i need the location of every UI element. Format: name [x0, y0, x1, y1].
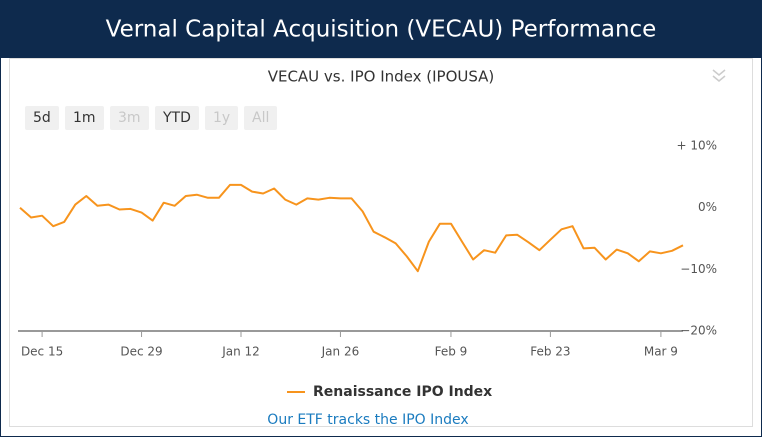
x-tick-label: Feb 9: [435, 345, 468, 359]
range-button[interactable]: 5d: [25, 106, 59, 130]
x-tick-label: Jan 26: [321, 345, 360, 359]
footer-link[interactable]: Our ETF tracks the IPO Index: [267, 412, 468, 428]
y-tick-label: −10%: [680, 262, 717, 276]
header-bar: [0, 0, 762, 58]
menu-icon[interactable]: [712, 69, 726, 82]
range-button: 3m: [110, 106, 149, 130]
x-tick-label: Feb 23: [530, 345, 570, 359]
x-tick-label: Dec 29: [120, 345, 162, 359]
range-button: All: [244, 106, 278, 130]
y-tick-label: + 10%: [676, 139, 717, 153]
chart-title: VECAU vs. IPO Index (IPOUSA): [268, 68, 495, 86]
y-tick-label: −20%: [680, 324, 717, 338]
range-button[interactable]: YTD: [155, 106, 199, 130]
series-line: [19, 183, 684, 273]
chart-frame: [9, 58, 753, 427]
range-button[interactable]: 1m: [65, 106, 104, 130]
x-tick-label: Dec 15: [21, 345, 63, 359]
header-title: Vernal Capital Acquisition (VECAU) Perfo…: [106, 17, 657, 43]
legend-label: Renaissance IPO Index: [313, 384, 492, 400]
x-tick-label: Jan 12: [221, 345, 260, 359]
range-button: 1y: [205, 106, 239, 130]
x-tick-label: Mar 9: [644, 345, 678, 359]
y-tick-label: 0%: [698, 200, 717, 214]
